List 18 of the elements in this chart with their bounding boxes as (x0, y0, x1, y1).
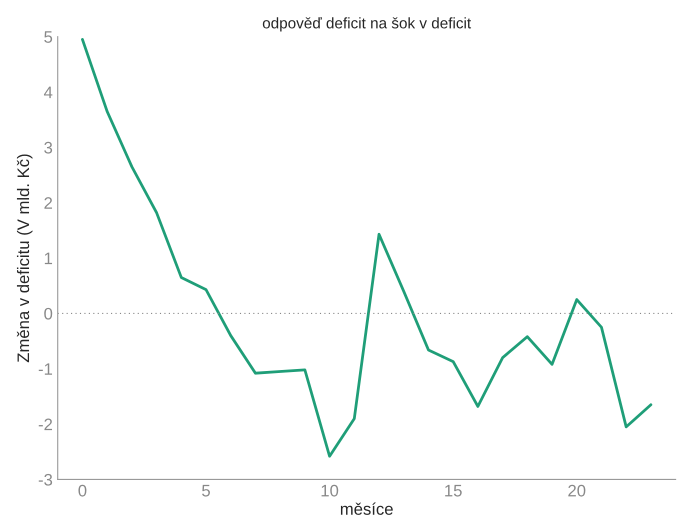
y-tick-label: -1 (38, 363, 52, 375)
x-axis-title: měsíce (340, 502, 393, 515)
y-tick-label: 2 (44, 197, 52, 209)
y-tick-label: 1 (44, 252, 52, 264)
x-tick-label: 0 (78, 484, 86, 497)
y-axis-title: Změna v deficitu (V mld. Kč) (16, 154, 32, 362)
chart-title: odpověď deficit na šok v deficit (262, 17, 472, 32)
y-tick-label: 0 (44, 308, 52, 320)
x-tick-label: 15 (445, 484, 462, 497)
x-tick-label: 20 (568, 484, 586, 497)
y-tick-label: -2 (38, 418, 52, 430)
y-tick-label: -3 (38, 474, 52, 486)
line-series (81, 38, 652, 458)
y-tick-label: 3 (44, 142, 52, 154)
x-tick-label: 5 (202, 484, 210, 497)
y-tick-label: 4 (44, 86, 52, 98)
x-tick-label: 10 (322, 484, 338, 497)
y-tick-label: 5 (44, 31, 52, 43)
